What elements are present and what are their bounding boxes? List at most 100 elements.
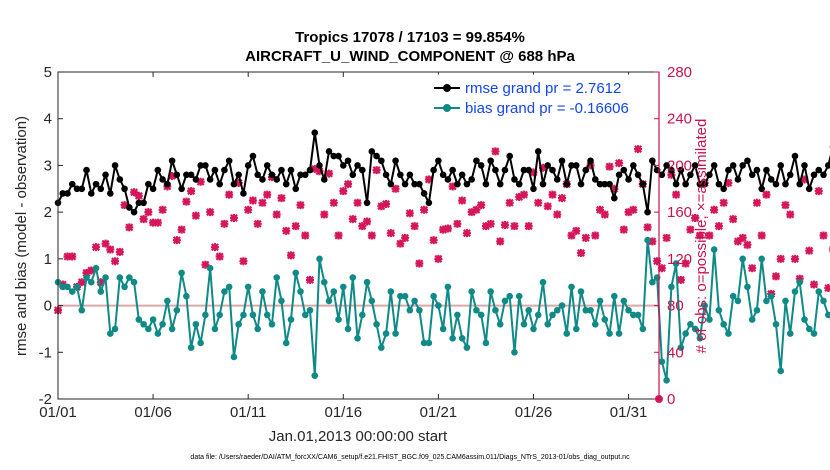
rmse-point <box>729 162 737 169</box>
bias-point <box>111 325 119 333</box>
rmse-point <box>463 180 471 188</box>
bias-point <box>235 320 242 328</box>
x-tick-label: 01/16 <box>325 404 363 421</box>
rmse-point <box>734 176 742 183</box>
bias-point <box>173 306 181 314</box>
bias-point <box>786 330 794 337</box>
bias-point <box>634 311 642 319</box>
rmse-point <box>458 171 466 179</box>
obs-count-marker <box>111 257 120 266</box>
rmse-point <box>225 157 233 165</box>
bias-point <box>796 278 804 286</box>
rmse-point <box>97 185 105 193</box>
bias-point <box>658 358 666 365</box>
rmse-point <box>687 171 694 179</box>
bias-point <box>549 311 556 319</box>
bias-point <box>368 297 376 305</box>
rmse-point <box>316 162 323 169</box>
rmse-point <box>763 166 770 174</box>
rmse-point <box>715 180 723 188</box>
obs-count-marker <box>619 225 628 234</box>
obs-count-marker <box>420 205 429 214</box>
rmse-point <box>221 166 228 174</box>
obs-count-marker <box>529 168 538 177</box>
rmse-point <box>720 185 727 193</box>
rmse-point <box>601 180 609 188</box>
rmse-point <box>439 171 447 179</box>
obs-count-marker <box>581 233 590 242</box>
rmse-point <box>349 171 357 179</box>
rmse-point <box>810 171 818 179</box>
bias-point <box>767 292 775 300</box>
rmse-point <box>748 171 756 179</box>
bias-point <box>249 311 257 319</box>
obs-count-marker <box>272 210 281 219</box>
obs-count-marker <box>534 198 543 207</box>
rmse-point <box>145 180 152 188</box>
obs-count-marker <box>467 208 476 217</box>
rmse-point <box>411 180 418 188</box>
bias-point <box>107 330 114 337</box>
bias-point <box>668 283 675 291</box>
obs-count-marker <box>577 249 586 258</box>
obs-count-marker <box>244 205 253 214</box>
obs-count-marker <box>130 188 139 197</box>
bias-point <box>349 274 357 281</box>
y-tick-label-left: 2 <box>44 204 52 221</box>
rmse-point <box>744 157 751 165</box>
obs-count-marker <box>182 197 191 206</box>
obs-count-marker <box>724 178 733 187</box>
obs-count-marker <box>191 211 200 220</box>
bias-point <box>454 311 461 319</box>
obs-count-marker <box>795 274 804 283</box>
x-tick-label: 01/11 <box>230 404 266 421</box>
bias-point <box>511 348 518 356</box>
rmse-point <box>216 180 223 188</box>
obs-count-marker <box>263 190 272 199</box>
y-tick-label-left: 4 <box>44 111 52 128</box>
bias-point <box>620 297 628 305</box>
bias-point <box>630 311 637 319</box>
bias-point <box>791 288 799 295</box>
bias-point <box>192 320 200 328</box>
obs-count-marker <box>315 167 324 176</box>
rmse-point <box>73 185 81 193</box>
rmse-point <box>739 162 746 169</box>
obs-count-marker <box>325 169 334 178</box>
bias-point <box>59 283 67 291</box>
obs-count-marker <box>462 229 471 238</box>
rmse-point <box>64 190 71 197</box>
y-tick-label-left: 3 <box>44 157 52 174</box>
bias-point <box>777 367 785 375</box>
obs-count-marker <box>572 226 581 235</box>
y-tick-label-right: 280 <box>667 64 692 81</box>
obs-count-marker <box>672 190 681 199</box>
obs-count-marker <box>500 220 509 229</box>
obs-count-marker <box>220 219 229 228</box>
obs-count-marker <box>710 205 719 214</box>
obs-count-marker <box>367 231 376 240</box>
obs-count-marker <box>348 215 357 224</box>
bias-point <box>530 325 537 333</box>
obs-count-marker <box>714 222 723 231</box>
obs-count-marker <box>106 245 115 254</box>
rmse-point <box>111 162 119 169</box>
rmse-point <box>558 157 566 165</box>
obs-count-marker <box>771 272 780 281</box>
obs-count-marker <box>158 205 167 214</box>
obs-count-marker <box>757 231 766 240</box>
rmse-point <box>496 180 504 188</box>
obs-count-marker <box>196 177 205 186</box>
y-tick-label-left: -2 <box>39 391 52 408</box>
rmse-point <box>549 166 556 174</box>
rmse-point <box>420 190 428 197</box>
obs-count-marker <box>481 222 490 231</box>
obs-count-marker <box>382 199 391 208</box>
bias-point <box>387 288 395 295</box>
rmse-point <box>401 180 409 188</box>
obs-count-marker <box>210 243 219 252</box>
rmse-point <box>772 180 780 188</box>
rmse-point <box>639 180 647 188</box>
bias-point <box>292 269 300 277</box>
rmse-point <box>330 152 338 160</box>
